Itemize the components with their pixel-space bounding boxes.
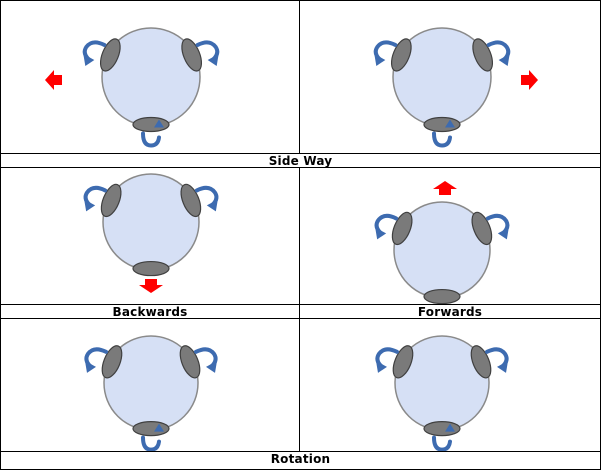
caption-rotation: Rotation xyxy=(270,452,331,466)
rotation-arrow-left-icon-head xyxy=(84,199,96,212)
rotation-arrow-rear-icon-head xyxy=(445,119,455,128)
row-divider xyxy=(1,318,600,319)
wheel-rear xyxy=(132,260,170,277)
rotation-arrow-right-icon-head xyxy=(206,199,218,212)
panel-backwards xyxy=(1,168,299,304)
panel-rotation-2 xyxy=(300,319,600,451)
wheel-rear xyxy=(423,420,461,437)
rotation-arrow-rear-icon-head xyxy=(154,119,164,128)
robot-svg xyxy=(374,181,510,304)
caption-side-way: Side Way xyxy=(268,154,333,168)
rotation-arrow-right-icon-head xyxy=(497,360,509,373)
row-divider xyxy=(1,153,600,154)
robot-svg xyxy=(45,27,220,148)
wheel-front-right xyxy=(471,211,493,246)
wheel-rear xyxy=(423,116,461,133)
motion-arrow-up xyxy=(433,181,457,195)
wheel-rear xyxy=(132,420,170,437)
rotation-arrow-right-icon-head xyxy=(497,227,509,240)
panel-side-way-left xyxy=(1,1,299,153)
column-divider xyxy=(299,318,300,451)
wheel-front-right xyxy=(179,345,201,379)
rotation-arrow-left-icon-head xyxy=(83,53,95,66)
wheel-rear xyxy=(132,116,170,133)
wheel-front-left xyxy=(391,211,413,246)
rotation-arrow-rear-icon-head xyxy=(154,423,164,432)
caption-forwards: Forwards xyxy=(417,305,483,319)
robot-svg xyxy=(83,173,219,293)
rotation-arrow-left-icon-head xyxy=(375,227,387,240)
row-divider xyxy=(1,451,600,452)
wheel-front-right xyxy=(470,345,492,379)
wheel-front-right xyxy=(472,38,494,72)
rotation-arrow-rear-icon xyxy=(141,131,161,148)
panel-side-way-right xyxy=(300,1,600,153)
rotation-arrow-rear-icon xyxy=(141,435,161,451)
row-divider xyxy=(1,304,600,305)
rotation-arrow-rear-icon xyxy=(432,131,452,148)
wheel-front-left xyxy=(99,38,121,72)
wheel-front-left xyxy=(100,183,122,218)
caption-backwards: Backwards xyxy=(112,305,188,319)
panel-rotation-1 xyxy=(1,319,299,451)
rotation-arrow-left-icon-head xyxy=(375,360,387,373)
rotation-arrow-rear-icon xyxy=(432,435,452,451)
motion-arrow-left xyxy=(45,70,62,90)
wheel-rear xyxy=(423,288,461,304)
column-divider xyxy=(299,1,300,153)
motion-arrow-down xyxy=(139,279,163,293)
wheel-front-left xyxy=(392,345,414,379)
rotation-arrow-left-icon-head xyxy=(374,53,386,66)
rotation-arrow-right-icon-head xyxy=(206,360,218,373)
wheel-front-left xyxy=(390,38,412,72)
rotation-arrow-rear-icon-head xyxy=(445,423,455,432)
robot-svg xyxy=(373,27,538,148)
motion-arrow-right xyxy=(521,70,538,90)
wheel-front-right xyxy=(181,38,203,72)
rotation-arrow-left-icon-head xyxy=(84,360,96,373)
rotation-arrow-right-icon-head xyxy=(207,53,219,66)
row-divider xyxy=(1,167,600,168)
robot-svg xyxy=(84,335,218,451)
wheel-front-right xyxy=(180,183,202,218)
wheel-front-left xyxy=(101,345,123,379)
column-divider xyxy=(299,167,300,318)
panel-forwards xyxy=(300,168,600,304)
rotation-arrow-right-icon-head xyxy=(498,53,510,66)
robot-svg xyxy=(375,335,509,451)
